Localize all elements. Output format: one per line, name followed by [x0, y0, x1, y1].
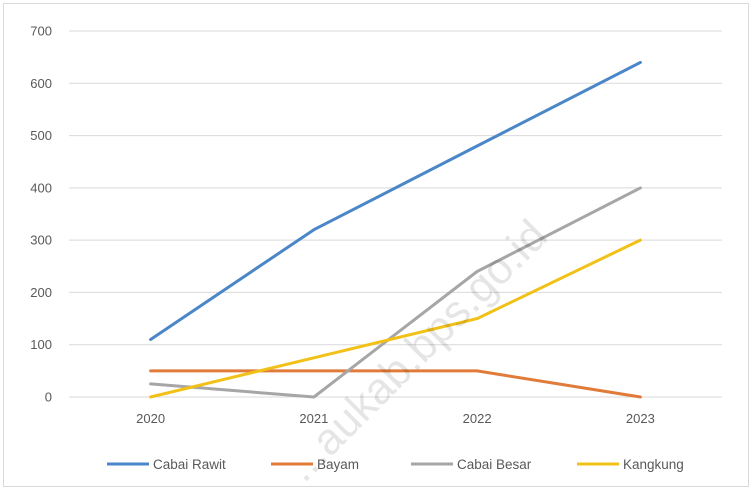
y-tick-label: 500	[30, 128, 52, 143]
series-line-cabai-besar	[149, 186, 642, 399]
x-tick-label: 2022	[463, 411, 492, 426]
legend: Cabai Rawit Bayam Cabai Besar Kangkung	[107, 457, 684, 472]
y-tick-label: 600	[30, 76, 52, 91]
chart-frame: 0 100 200 300 400 500 600 700 2020 2021 2022 2023 …	[3, 3, 749, 491]
y-tick-label: 700	[30, 24, 52, 39]
legend-label: Cabai Besar	[457, 457, 532, 472]
legend-label: Cabai Rawit	[153, 457, 226, 472]
y-tick-label: 300	[30, 233, 52, 248]
y-tick-label: 100	[30, 337, 52, 352]
series-line-kangkung	[149, 238, 642, 399]
y-tick-label: 400	[30, 180, 52, 195]
x-tick-label: 2023	[626, 411, 655, 426]
watermark: ...aukab.bps.go.id	[276, 211, 556, 488]
y-tick-label: 0	[45, 390, 52, 405]
y-axis: 0 100 200 300 400 500 600 700	[30, 24, 52, 405]
y-tick-label: 200	[30, 285, 52, 300]
series-line-cabai-rawit	[149, 60, 642, 341]
legend-label: Kangkung	[623, 457, 684, 472]
x-tick-label: 2020	[136, 411, 165, 426]
legend-label: Bayam	[317, 457, 359, 472]
series-layer	[149, 60, 642, 399]
series-line-bayam	[149, 369, 642, 399]
x-tick-label: 2021	[299, 411, 328, 426]
x-axis: 2020 2021 2022 2023	[136, 411, 655, 426]
